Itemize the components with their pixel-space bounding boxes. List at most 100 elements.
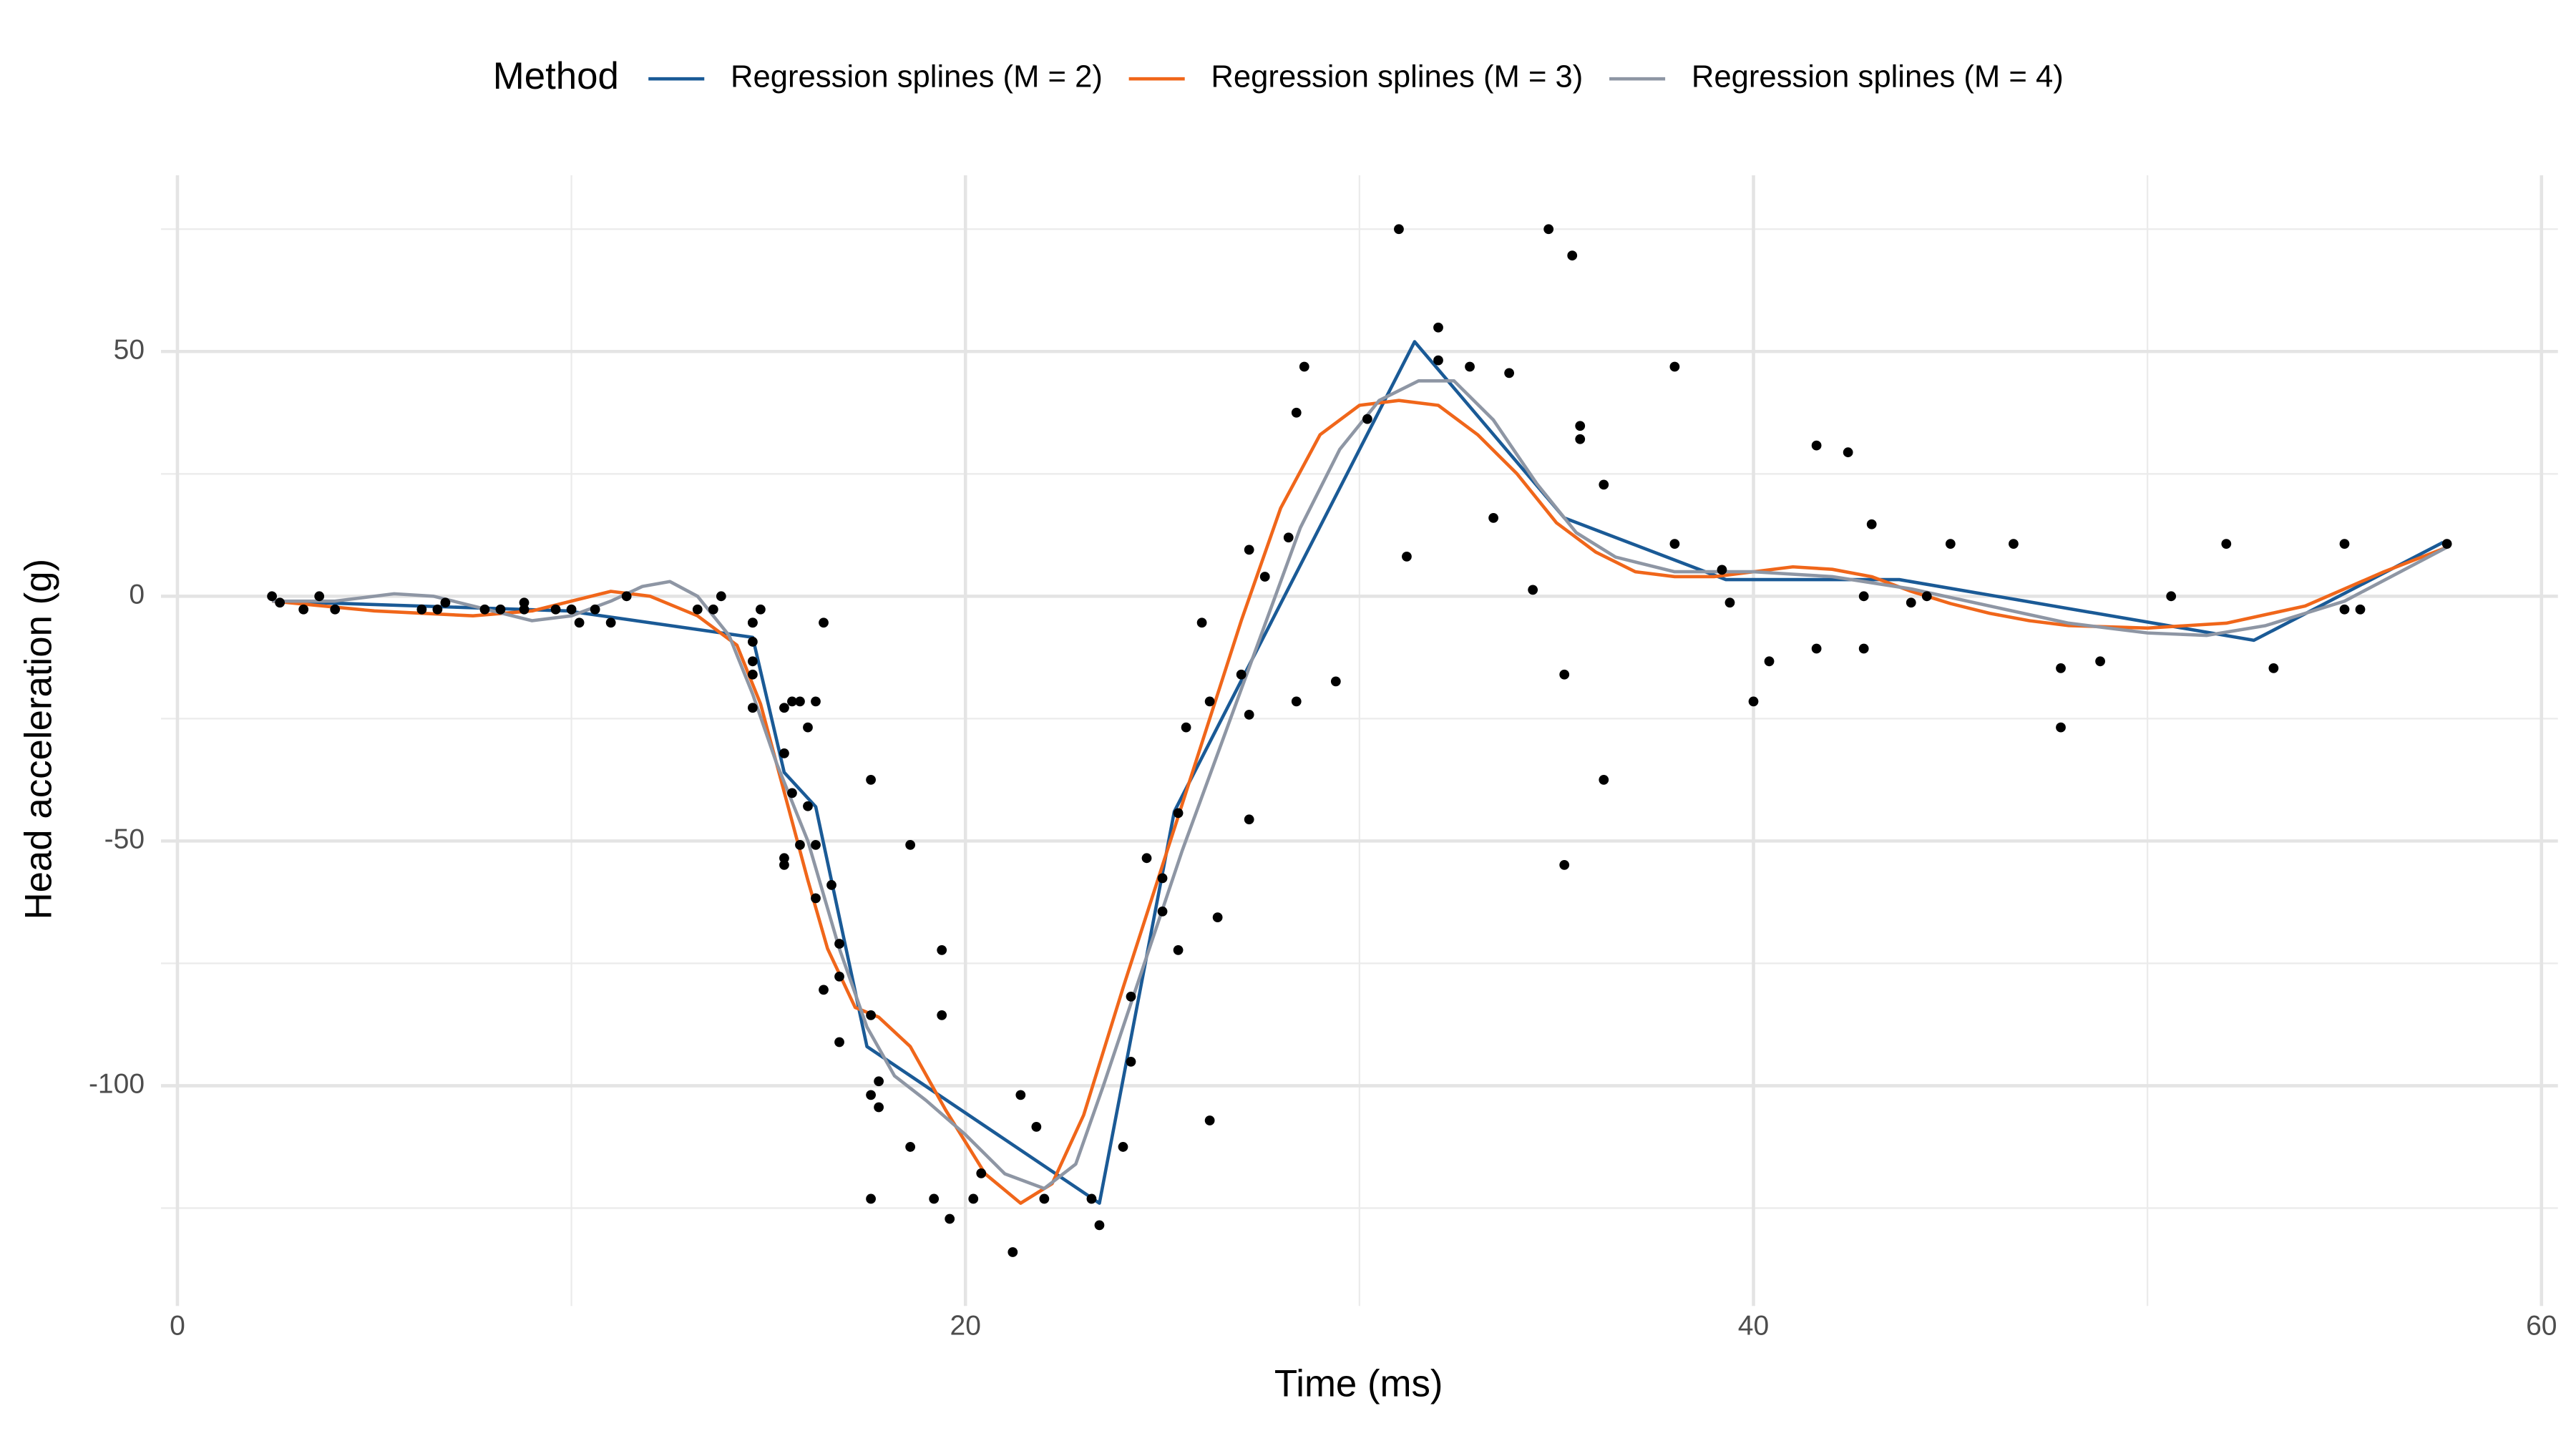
point	[2166, 591, 2177, 602]
point	[1157, 873, 1168, 884]
point	[432, 604, 443, 615]
legend-label: Regression splines (M = 3)	[1211, 60, 1583, 94]
x-tick-label: 40	[1738, 1310, 1769, 1341]
point	[834, 1037, 844, 1047]
point	[2221, 539, 2232, 550]
point	[787, 696, 797, 707]
legend: Method Regression splines (M = 2) Regress…	[493, 55, 2064, 97]
point	[1748, 696, 1759, 707]
point	[1858, 643, 1869, 654]
point	[866, 1193, 876, 1204]
point	[519, 604, 530, 615]
legend-label: Regression splines (M = 4)	[1692, 60, 2064, 94]
x-tick-label: 60	[2526, 1310, 2557, 1341]
point	[2268, 663, 2279, 673]
point	[803, 722, 813, 733]
point	[1291, 696, 1302, 707]
point	[748, 617, 758, 628]
point	[1402, 552, 1412, 562]
legend-label: Regression splines (M = 2)	[731, 60, 1103, 94]
point	[1244, 709, 1254, 720]
point	[1764, 656, 1775, 667]
point	[1866, 519, 1877, 529]
point	[905, 839, 916, 850]
y-tick-label: -50	[104, 824, 145, 855]
point	[1015, 1090, 1026, 1100]
point	[2056, 722, 2066, 733]
point	[945, 1213, 955, 1224]
point	[1086, 1193, 1097, 1204]
point	[1094, 1220, 1105, 1231]
point	[1858, 591, 1869, 602]
point	[811, 839, 821, 850]
point	[1575, 421, 1586, 431]
point	[787, 788, 797, 798]
point	[1157, 906, 1168, 917]
point	[1244, 544, 1254, 555]
point	[275, 597, 286, 608]
point	[1212, 912, 1223, 922]
point	[519, 597, 530, 608]
spline-line	[272, 340, 2444, 1205]
x-tick-label: 20	[950, 1310, 981, 1341]
point	[874, 1102, 884, 1113]
spline-line	[271, 399, 2448, 1205]
point	[779, 703, 789, 713]
point	[748, 669, 758, 680]
point	[1126, 992, 1136, 1002]
point	[1921, 591, 1932, 602]
point	[1717, 565, 1727, 575]
point	[819, 985, 829, 995]
marks	[267, 224, 2452, 1257]
point	[905, 1142, 916, 1152]
point	[866, 1090, 876, 1100]
point	[708, 604, 718, 615]
point	[1559, 860, 1570, 870]
point	[968, 1193, 979, 1204]
point	[621, 591, 632, 602]
point	[2339, 539, 2350, 550]
point	[2009, 539, 2019, 550]
point	[819, 617, 829, 628]
point	[748, 656, 758, 667]
point	[1330, 676, 1341, 687]
point	[1488, 512, 1498, 523]
point	[1669, 361, 1680, 372]
point	[826, 880, 836, 890]
point	[1504, 368, 1515, 378]
point	[1118, 1142, 1128, 1152]
point	[1173, 945, 1184, 955]
point	[866, 1010, 876, 1020]
point	[1031, 1121, 1042, 1132]
point	[779, 853, 789, 864]
point	[803, 801, 813, 811]
legend-title: Method	[493, 55, 619, 97]
point	[1039, 1193, 1050, 1204]
point	[1465, 361, 1475, 372]
point	[795, 696, 805, 707]
grid	[161, 175, 2558, 1307]
point	[1236, 669, 1246, 680]
point	[874, 1076, 884, 1087]
point	[1906, 597, 1916, 608]
point	[834, 939, 844, 949]
point	[1141, 853, 1152, 864]
point	[574, 617, 585, 628]
point	[976, 1168, 987, 1178]
point	[756, 604, 766, 615]
point	[495, 604, 506, 615]
point	[1567, 250, 1578, 261]
point	[1008, 1247, 1018, 1257]
point	[267, 591, 277, 602]
point	[1244, 814, 1254, 825]
x-axis-label: Time (ms)	[1274, 1363, 1443, 1405]
point	[1196, 617, 1207, 628]
point	[1394, 224, 1404, 235]
point	[1528, 585, 1538, 595]
point	[937, 945, 947, 955]
point	[1559, 669, 1570, 680]
point	[811, 696, 821, 707]
point	[2095, 656, 2105, 667]
